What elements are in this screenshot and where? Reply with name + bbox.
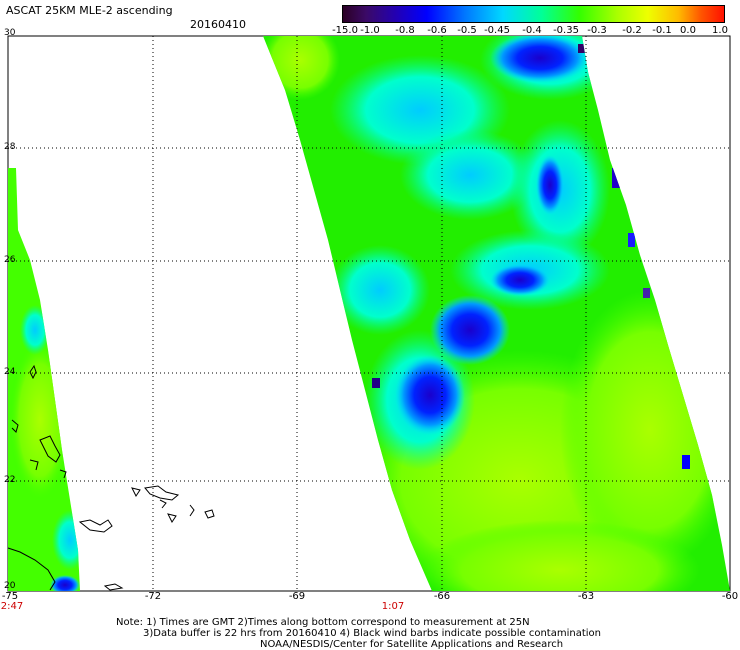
latitude-label: 20 (4, 581, 16, 591)
coastlines (7, 364, 215, 591)
product-title: ASCAT 25KM MLE-2 ascending (6, 4, 173, 17)
colorbar-label: 0.0 (680, 25, 696, 36)
product-date: 20160410 (190, 18, 246, 31)
longitude-label: -72 (144, 591, 162, 602)
right-swath (263, 36, 730, 591)
colorbar-label: -0.8 (395, 25, 415, 36)
colorbar-label: -0.35 (553, 25, 579, 36)
longitude-label: -60 (721, 591, 739, 602)
colorbar-label: -0.6 (427, 25, 447, 36)
latitude-label: 24 (4, 367, 16, 377)
left-swath (8, 168, 80, 591)
latitude-label: 26 (4, 255, 16, 265)
colorbar-label: -1.0 (360, 25, 380, 36)
colorbar-label: -0.4 (522, 25, 542, 36)
latitude-label: 30 (4, 28, 16, 38)
longitude-label: -63 (577, 591, 595, 602)
colorbar (342, 5, 725, 23)
colorbar-label: -0.45 (484, 25, 510, 36)
colorbar-label: -0.5 (457, 25, 477, 36)
time-left: 2:47 (0, 601, 24, 612)
longitude-label: -69 (288, 591, 306, 602)
note-line-1: Note: 1) Times are GMT 2)Times along bot… (116, 617, 530, 628)
colorbar-label: -0.3 (587, 25, 607, 36)
grid-lines (8, 36, 730, 591)
colorbar-label: -0.2 (622, 25, 642, 36)
colorbar-label: 1.0 (712, 25, 728, 36)
longitude-label: -66 (433, 591, 451, 602)
longitude-label: -75 (1, 591, 19, 602)
colorbar-label: -0.1 (652, 25, 672, 36)
note-line-2: 3)Data buffer is 22 hrs from 20160410 4)… (143, 628, 601, 639)
latitude-label: 22 (4, 475, 16, 485)
time-center: 1:07 (381, 601, 405, 612)
latitude-label: 28 (4, 142, 16, 152)
colorbar-label: -15.0 (332, 25, 358, 36)
note-line-3: NOAA/NESDIS/Center for Satellite Applica… (260, 639, 564, 650)
